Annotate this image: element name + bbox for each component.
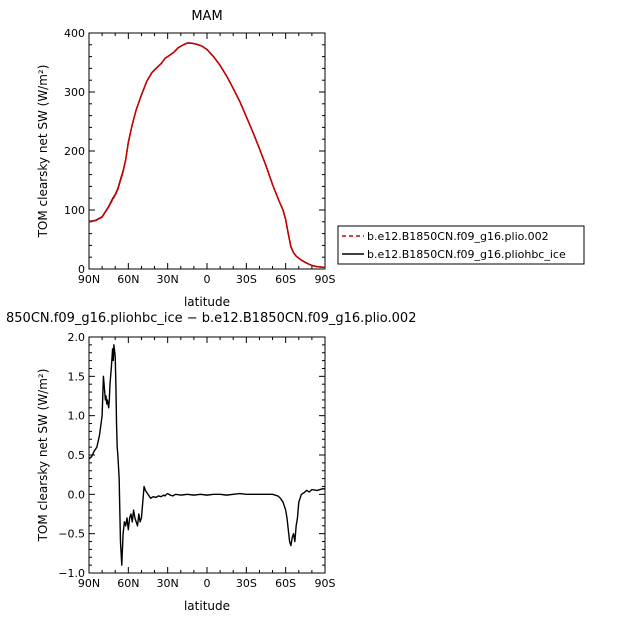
bottom-y-tick-label: 2.0 xyxy=(68,331,86,344)
bottom-y-tick-label: −0.5 xyxy=(58,528,85,541)
top-chart-title: MAM xyxy=(191,9,222,24)
bottom-y-tick-label: 1.5 xyxy=(68,370,86,383)
top-series-line-2 xyxy=(88,42,325,268)
top-series-line-1 xyxy=(88,42,325,268)
bottom-chart-title: 850CN.f09_g16.pliohbc_ice − b.e12.B1850C… xyxy=(6,311,416,326)
top-y-tick-label: 400 xyxy=(64,27,85,40)
bottom-x-tick-label: 30S xyxy=(236,577,257,590)
bottom-y-tick-label: 1.0 xyxy=(68,410,86,423)
bottom-panel: 850CN.f09_g16.pliohbc_ice − b.e12.B1850C… xyxy=(6,311,416,613)
top-y-tick-label: 0 xyxy=(78,263,85,276)
bottom-x-tick-label: 90N xyxy=(78,577,100,590)
top-x-tick-label: 30S xyxy=(236,273,257,286)
bottom-x-tick-label: 60N xyxy=(117,577,139,590)
legend-entry-series-2: b.e12.B1850CN.f09_g16.pliohbc_ice xyxy=(367,248,566,261)
bottom-x-tick-label: 90S xyxy=(315,577,336,590)
legend-box xyxy=(337,225,585,265)
top-y-axis-label: TOM clearsky net SW (W/m²) xyxy=(36,65,50,239)
top-x-tick-label: 60S xyxy=(275,273,296,286)
bottom-y-tick-label: −1.0 xyxy=(58,567,85,580)
top-x-tick-label: 90S xyxy=(315,273,336,286)
top-series-line-1-overlay xyxy=(88,42,325,268)
top-plot-frame xyxy=(88,32,326,270)
top-plot-area: 90N 60N 30N 0 30S 60S 90S 0 100 200 300 400 xyxy=(64,27,336,286)
top-panel: MAM 90N 60N 30N 0 30S 60S 90S 0 100 200 300 400 lat… xyxy=(36,9,336,309)
top-y-tick-label: 100 xyxy=(64,204,85,217)
bottom-x-axis-label: latitude xyxy=(184,599,230,613)
top-y-tick-label: 300 xyxy=(64,86,85,99)
top-x-tick-label: 0 xyxy=(204,273,211,286)
bottom-y-tick-label: 0.5 xyxy=(68,449,86,462)
top-y-tick-label: 200 xyxy=(64,145,85,158)
bottom-x-tick-label: 0 xyxy=(204,577,211,590)
top-x-tick-label: 30N xyxy=(157,273,179,286)
bottom-x-tick-label: 30N xyxy=(157,577,179,590)
bottom-x-tick-label: 60S xyxy=(275,577,296,590)
top-x-axis-label: latitude xyxy=(184,295,230,309)
legend: b.e12.B1850CN.f09_g16.plio.002 b.e12.B18… xyxy=(337,225,585,265)
top-x-tick-label: 60N xyxy=(117,273,139,286)
bottom-y-axis-label: TOM clearsky net SW (W/m²) xyxy=(36,369,50,543)
bottom-series-line-1 xyxy=(88,344,325,566)
bottom-y-tick-label: 0.0 xyxy=(68,488,86,501)
bottom-plot-area: 90N 60N 30N 0 30S 60S 90S −1.0 −0.5 0.0 0.5 1.0 1.5 2… xyxy=(58,331,335,590)
top-x-tick-label: 90N xyxy=(78,273,100,286)
legend-entry-series-1: b.e12.B1850CN.f09_g16.plio.002 xyxy=(367,230,549,243)
